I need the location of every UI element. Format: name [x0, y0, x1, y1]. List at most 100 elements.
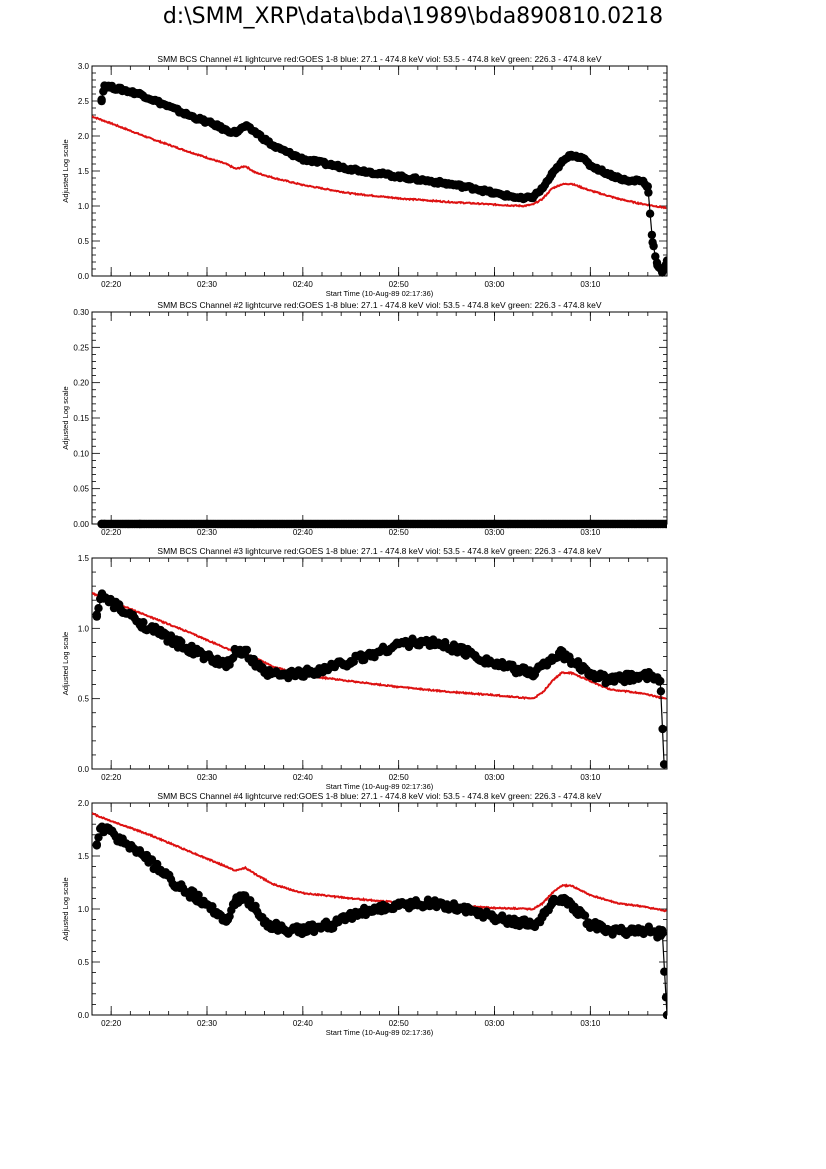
- y-tick-label: 1.5: [78, 554, 90, 563]
- x-tick-label: 02:30: [197, 1019, 218, 1028]
- data-point: [576, 910, 585, 919]
- x-tick-label: 03:10: [580, 280, 601, 289]
- data-point: [624, 673, 633, 682]
- y-tick-label: 0.25: [73, 343, 89, 352]
- x-tick-label: 03:10: [580, 528, 601, 537]
- data-point: [116, 605, 126, 614]
- y-tick-label: 0.5: [78, 958, 90, 967]
- chart-panel-1: SMM BCS Channel #1 lightcurve red:GOES 1…: [61, 54, 668, 298]
- x-axis-label: Start Time (10-Aug-89 02:17:36): [326, 782, 434, 791]
- data-point: [135, 519, 145, 529]
- data-point: [656, 676, 665, 686]
- data-point: [231, 647, 240, 656]
- data-point: [250, 127, 260, 136]
- y-tick-label: 0.15: [73, 414, 89, 423]
- data-point: [576, 152, 585, 162]
- data-point: [327, 920, 336, 930]
- data-point: [538, 661, 547, 670]
- data-point: [645, 209, 655, 218]
- x-tick-label: 03:00: [484, 528, 505, 537]
- series-group: [92, 812, 667, 1020]
- data-point: [317, 665, 327, 674]
- data-point: [154, 98, 164, 107]
- page-title: d:\SMM_XRP\data\bda\1989\bda890810.0218: [162, 4, 664, 29]
- y-tick-label: 3.0: [78, 62, 90, 71]
- data-point: [605, 170, 614, 179]
- chart-panel-2: SMM BCS Channel #2 lightcurve red:GOES 1…: [61, 300, 668, 537]
- chart-title: SMM BCS Channel #4 lightcurve red:GOES 1…: [157, 791, 601, 801]
- y-tick-label: 2.0: [78, 799, 90, 808]
- data-point: [423, 899, 432, 908]
- data-point: [97, 95, 106, 104]
- data-point: [222, 662, 231, 672]
- data-point: [94, 833, 103, 842]
- x-tick-label: 02:50: [389, 1019, 410, 1028]
- data-point: [519, 194, 528, 204]
- data-point: [375, 647, 384, 656]
- data-point: [661, 993, 667, 1002]
- data-point: [135, 89, 145, 99]
- data-point: [260, 917, 269, 926]
- x-tick-label: 02:30: [197, 773, 218, 782]
- data-point: [586, 519, 595, 529]
- data-point: [567, 657, 576, 666]
- data-point: [222, 917, 231, 926]
- x-tick-label: 03:00: [484, 1019, 505, 1028]
- y-tick-label: 0.5: [78, 695, 90, 704]
- data-point: [202, 519, 212, 529]
- y-tick-label: 0.0: [78, 272, 90, 281]
- x-tick-label: 02:30: [197, 280, 218, 289]
- data-point: [250, 904, 260, 914]
- data-point: [212, 908, 221, 917]
- data-point: [605, 676, 614, 686]
- data-point: [538, 184, 547, 193]
- data-point: [471, 651, 480, 660]
- data-point: [231, 896, 240, 905]
- x-tick-label: 02:40: [293, 773, 314, 782]
- data-point: [648, 238, 657, 247]
- data-point: [509, 665, 518, 674]
- data-point: [659, 760, 667, 769]
- data-point: [279, 926, 288, 935]
- data-point: [241, 892, 250, 901]
- x-tick-label: 02:20: [101, 280, 122, 289]
- data-point: [557, 158, 566, 167]
- data-point: [647, 230, 657, 240]
- data-point: [298, 519, 307, 529]
- data-point: [212, 121, 221, 130]
- data-point: [183, 110, 192, 120]
- data-point: [174, 639, 183, 648]
- data-point: [471, 184, 480, 193]
- data-point: [346, 164, 355, 174]
- x-axis-label: Start Time (10-Aug-89 02:17:36): [326, 1028, 434, 1037]
- data-point: [394, 639, 403, 648]
- data-point: [97, 823, 106, 832]
- chart-title: SMM BCS Channel #1 lightcurve red:GOES 1…: [157, 54, 601, 64]
- data-point: [528, 192, 537, 202]
- series-group: [92, 589, 667, 769]
- data-point: [100, 81, 109, 90]
- data-point: [432, 639, 442, 648]
- data-point: [346, 657, 355, 666]
- data-point: [394, 172, 403, 181]
- x-tick-label: 03:00: [484, 773, 505, 782]
- data-point: [279, 671, 288, 680]
- y-tick-label: 2.0: [78, 132, 90, 141]
- x-tick-label: 02:30: [197, 528, 218, 537]
- data-point: [557, 894, 566, 903]
- chart-title: SMM BCS Channel #3 lightcurve red:GOES 1…: [157, 546, 601, 556]
- data-point: [154, 865, 164, 874]
- data-point: [643, 182, 652, 191]
- y-axis-label: Adjusted Log scale: [61, 877, 70, 940]
- data-point: [298, 154, 307, 164]
- data-point: [260, 668, 269, 678]
- data-point: [135, 618, 145, 627]
- data-point: [586, 668, 595, 678]
- data-point: [662, 256, 667, 265]
- data-point: [660, 967, 667, 976]
- data-point: [298, 926, 307, 935]
- y-tick-label: 0.30: [73, 308, 89, 317]
- data-point: [658, 268, 667, 277]
- x-axis-label: Start Time (10-Aug-89 02:17:36): [326, 289, 434, 298]
- data-point: [658, 724, 667, 734]
